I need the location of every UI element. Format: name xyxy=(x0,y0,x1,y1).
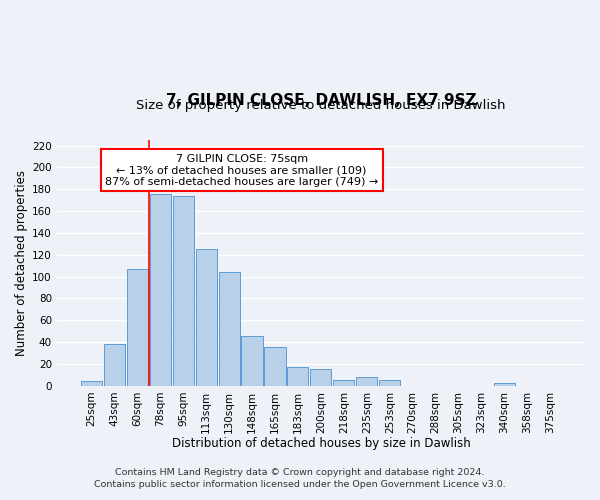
Bar xyxy=(81,382,102,386)
Bar xyxy=(196,250,217,386)
Bar xyxy=(356,377,377,386)
Title: Size of property relative to detached houses in Dawlish: Size of property relative to detached ho… xyxy=(136,100,506,112)
Bar xyxy=(310,370,331,386)
Bar xyxy=(104,344,125,386)
Text: Contains HM Land Registry data © Crown copyright and database right 2024.
Contai: Contains HM Land Registry data © Crown c… xyxy=(94,468,506,489)
Bar xyxy=(149,194,171,386)
Bar xyxy=(287,368,308,386)
Bar xyxy=(241,336,263,386)
Bar xyxy=(218,272,239,386)
Bar xyxy=(173,196,194,386)
X-axis label: Distribution of detached houses by size in Dawlish: Distribution of detached houses by size … xyxy=(172,437,470,450)
Bar xyxy=(127,269,148,386)
Bar xyxy=(333,380,355,386)
Bar xyxy=(379,380,400,386)
Y-axis label: Number of detached properties: Number of detached properties xyxy=(15,170,28,356)
Bar xyxy=(265,346,286,386)
Text: 7 GILPIN CLOSE: 75sqm
← 13% of detached houses are smaller (109)
87% of semi-det: 7 GILPIN CLOSE: 75sqm ← 13% of detached … xyxy=(105,154,378,187)
Bar xyxy=(494,382,515,386)
Text: 7, GILPIN CLOSE, DAWLISH, EX7 9SZ: 7, GILPIN CLOSE, DAWLISH, EX7 9SZ xyxy=(166,93,476,108)
